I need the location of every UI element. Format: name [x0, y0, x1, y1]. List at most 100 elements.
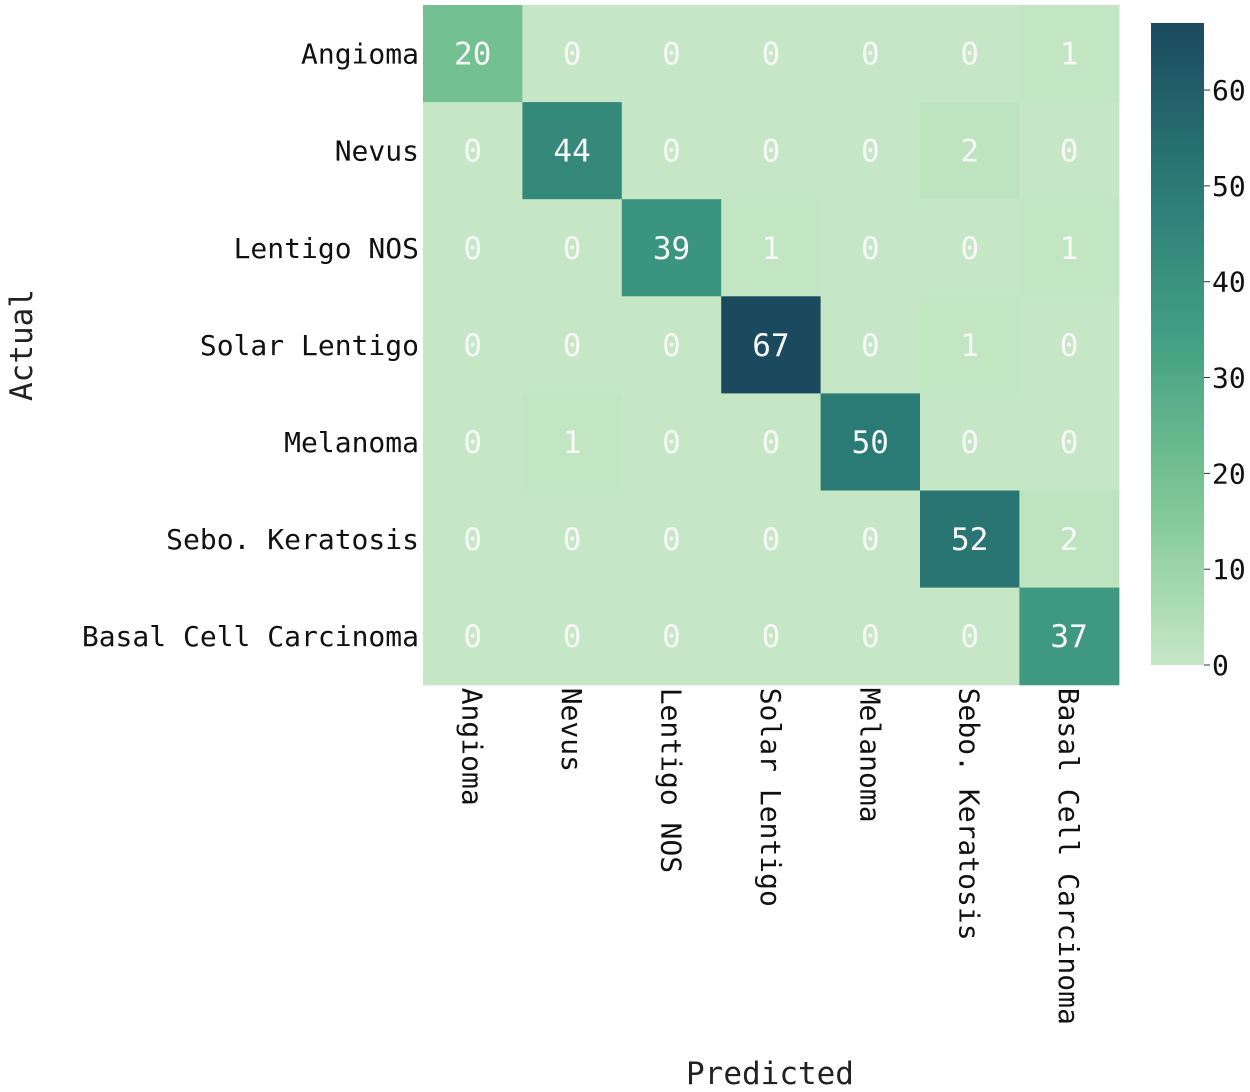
heatmap-cell-value: 0 [563, 37, 582, 73]
heatmap-cell [721, 490, 822, 589]
heatmap-cell-value: 0 [463, 425, 482, 461]
x-tick-label: Solar Lentigo [754, 688, 787, 907]
heatmap-cell-value: 0 [662, 134, 681, 170]
heatmap-cell-value: 20 [454, 37, 491, 73]
heatmap-cell [522, 490, 623, 589]
heatmap-cell [1019, 296, 1120, 394]
heatmap-cell-value: 0 [960, 425, 979, 461]
heatmap-cell [1019, 5, 1120, 103]
heatmap-cell-value: 0 [563, 522, 582, 558]
heatmap-cell-value: 0 [463, 134, 482, 170]
heatmap-cell [920, 296, 1020, 394]
heatmap-cell [621, 296, 722, 394]
heatmap-cell [621, 587, 722, 686]
heatmap-cell-value: 0 [762, 619, 781, 655]
heatmap-cell [920, 490, 1020, 589]
heatmap-cell [820, 490, 921, 589]
heatmap-cell-value: 0 [861, 328, 880, 364]
heatmap-cell [820, 587, 921, 686]
heatmap-cell-value: 1 [762, 231, 781, 267]
x-tick-label: Melanoma [853, 688, 886, 823]
heatmap-cell [920, 199, 1020, 297]
heatmap-cell-value: 1 [1060, 231, 1079, 267]
heatmap-cell [621, 393, 722, 492]
y-tick-label: Sebo. Keratosis [166, 523, 419, 556]
heatmap-cell-value: 0 [1060, 134, 1079, 170]
heatmap-cell-value: 0 [563, 619, 582, 655]
y-tick-label: Angioma [301, 38, 419, 71]
colorbar-tick-label: 40 [1212, 266, 1246, 299]
heatmap-cell [621, 490, 722, 589]
heatmap-cell [721, 199, 822, 297]
heatmap-cell-value: 50 [852, 425, 889, 461]
heatmap-cell-value: 0 [662, 37, 681, 73]
heatmap-cell-value: 0 [861, 619, 880, 655]
heatmap-cell [423, 102, 523, 200]
x-tick-label: Angioma [456, 688, 489, 806]
heatmap-cell-value: 0 [762, 425, 781, 461]
heatmap-cell-value: 39 [653, 231, 690, 267]
heatmap-cell-value: 52 [951, 522, 988, 558]
heatmap-cell-value: 0 [662, 425, 681, 461]
heatmap-cell [721, 296, 822, 394]
y-axis-tick-labels: Angioma Nevus Lentigo NOS Solar Lentigo Mela… [82, 38, 419, 654]
heatmap-cell [423, 199, 523, 297]
heatmap-cell-value: 0 [1060, 425, 1079, 461]
heatmap-cell-value: 67 [752, 328, 789, 364]
heatmap-cell [920, 393, 1020, 492]
colorbar-tick-label: 60 [1212, 74, 1246, 107]
x-tick-label: Lentigo NOS [655, 688, 688, 873]
heatmap-cell [1019, 490, 1120, 589]
heatmap-cell-value: 0 [463, 522, 482, 558]
heatmap-cell [721, 393, 822, 492]
heatmap-cell-value: 1 [1060, 37, 1079, 73]
heatmap-cell [621, 5, 722, 103]
heatmap-cell-value: 44 [553, 134, 590, 170]
heatmap-cell-value: 0 [960, 619, 979, 655]
heatmap-cell [721, 5, 822, 103]
heatmap-cell-value: 1 [563, 425, 582, 461]
heatmap-cell-value: 0 [861, 522, 880, 558]
heatmap-cell-value: 0 [762, 37, 781, 73]
heatmap-cell-value: 0 [463, 328, 482, 364]
heatmap-cell [522, 587, 623, 686]
heatmap-cell [1019, 102, 1120, 200]
x-tick-label: Basal Cell Carcinoma [1052, 688, 1085, 1025]
heatmap-cell [920, 587, 1020, 686]
heatmap-cell [522, 199, 623, 297]
x-tick-label: Nevus [555, 688, 588, 772]
heatmap-cell-value: 0 [1060, 328, 1079, 364]
heatmap-cell [820, 199, 921, 297]
heatmap-cell [1019, 587, 1120, 686]
colorbar-gradient [1151, 23, 1204, 665]
heatmap-cell [522, 5, 623, 103]
y-tick-label: Solar Lentigo [200, 329, 419, 362]
heatmap-cell [721, 102, 822, 200]
heatmap-cell [820, 102, 921, 200]
heatmap-cell-value: 0 [662, 328, 681, 364]
heatmap-cell-value: 0 [861, 134, 880, 170]
colorbar: 0 10 20 30 40 50 60 [1151, 23, 1246, 682]
heatmap-cell-value: 0 [960, 231, 979, 267]
heatmap-cell-value: 0 [960, 37, 979, 73]
heatmap-cell [1019, 199, 1120, 297]
heatmap-cell [1019, 393, 1120, 492]
colorbar-tick-label: 50 [1212, 170, 1246, 203]
colorbar-tick-label: 10 [1212, 553, 1246, 586]
heatmap-cell [920, 102, 1020, 200]
y-tick-label: Basal Cell Carcinoma [82, 620, 419, 653]
heatmap-cell [423, 296, 523, 394]
heatmap-cell [820, 393, 921, 492]
heatmap-cell-value: 1 [960, 328, 979, 364]
heatmap-cells [423, 5, 1120, 686]
heatmap-cell-value: 0 [563, 328, 582, 364]
heatmap-cell [522, 393, 623, 492]
heatmap-cell [621, 199, 722, 297]
heatmap-cell-value: 0 [662, 522, 681, 558]
colorbar-tick-label: 30 [1212, 362, 1246, 395]
colorbar-tick-label: 20 [1212, 457, 1246, 490]
y-tick-label: Nevus [335, 135, 419, 168]
colorbar-tick-label: 0 [1212, 649, 1229, 682]
heatmap-cell [423, 587, 523, 686]
